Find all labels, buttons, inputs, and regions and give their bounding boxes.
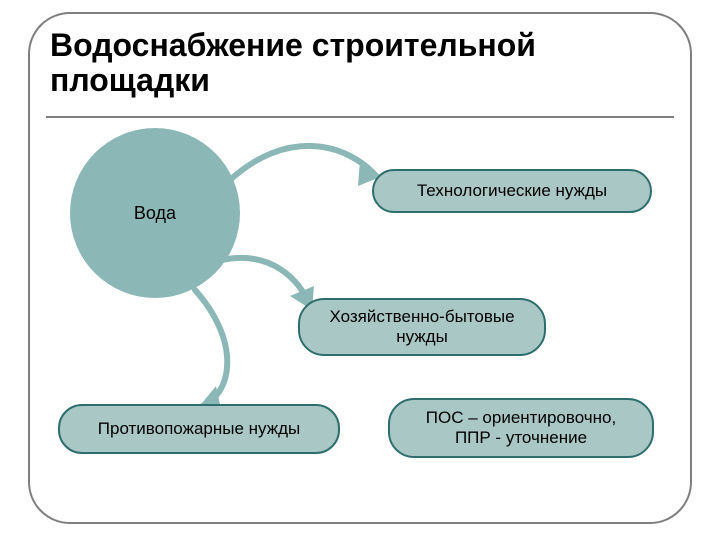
node-note-label: ПОС – ориентировочно, ППР - уточнение <box>408 408 634 447</box>
node-firefighting: Противопожарные нужды <box>58 404 340 454</box>
node-household: Хозяйственно-бытовые нужды <box>298 298 546 356</box>
title-separator <box>46 116 674 118</box>
node-source-circle: Вода <box>70 128 240 298</box>
slide-title: Водоснабжение строительной площадки <box>50 28 670 98</box>
node-source-label: Вода <box>134 203 176 224</box>
node-household-label: Хозяйственно-бытовые нужды <box>318 307 526 346</box>
slide: Водоснабжение строительной площадки Вода… <box>0 0 720 540</box>
node-technological-label: Технологические нужды <box>417 181 607 201</box>
node-technological: Технологические нужды <box>372 169 652 213</box>
node-note: ПОС – ориентировочно, ППР - уточнение <box>388 398 654 458</box>
node-firefighting-label: Противопожарные нужды <box>98 419 300 439</box>
